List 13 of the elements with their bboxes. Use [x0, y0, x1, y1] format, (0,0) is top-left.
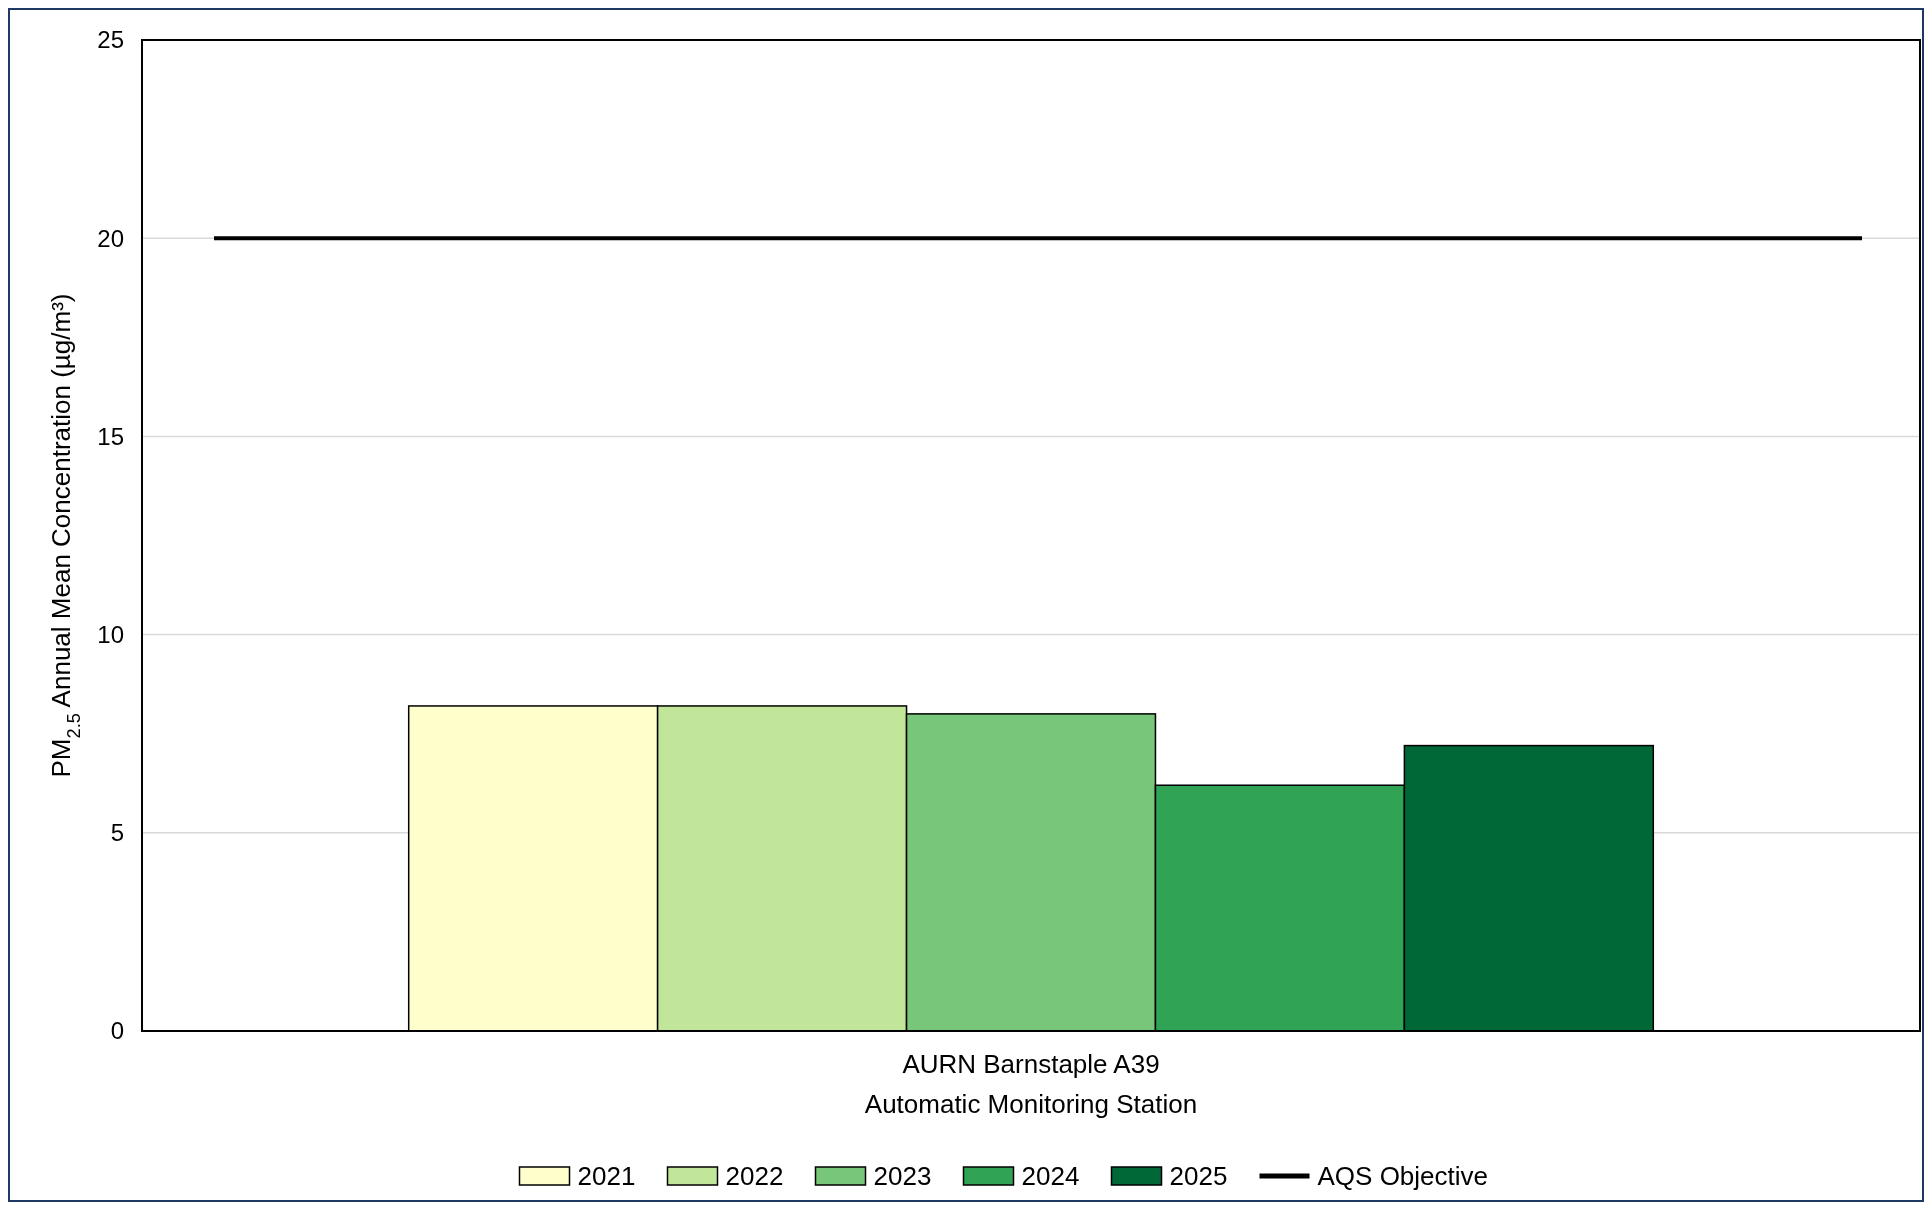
- y-tick-label: 10: [97, 621, 124, 648]
- x-tick-label: AURN Barnstaple A39 Automatic Monitoring Station: [864, 1049, 1198, 1119]
- legend-label: 2024: [1021, 1161, 1080, 1192]
- y-tick-label: 20: [97, 224, 124, 252]
- y-tick-label: 15: [97, 422, 124, 450]
- legend-label: 2025: [1169, 1161, 1228, 1192]
- y-tick-label: 25: [97, 26, 124, 54]
- legend-label: 2022: [725, 1161, 784, 1192]
- legend-label: 2023: [873, 1161, 932, 1192]
- y-tick-label: 5: [110, 819, 124, 847]
- y-tick-label: 0: [110, 1017, 124, 1045]
- legend-label: AQS Objective: [1317, 1161, 1489, 1192]
- legend-label: 2021: [577, 1161, 636, 1192]
